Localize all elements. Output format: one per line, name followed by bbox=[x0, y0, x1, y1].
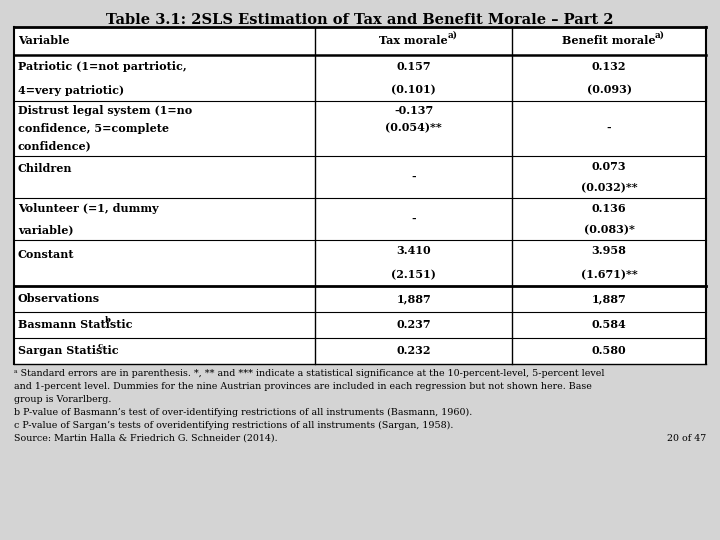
Text: 4=very patriotic): 4=very patriotic) bbox=[18, 84, 124, 96]
Text: Distrust legal system (1=no: Distrust legal system (1=no bbox=[18, 105, 192, 116]
Text: Variable: Variable bbox=[18, 36, 70, 46]
Text: c: c bbox=[98, 342, 103, 350]
Text: -: - bbox=[411, 172, 416, 183]
Text: 0.157: 0.157 bbox=[396, 60, 431, 71]
Text: (0.101): (0.101) bbox=[391, 84, 436, 96]
Text: Source: Martin Halla & Friedrich G. Schneider (2014).: Source: Martin Halla & Friedrich G. Schn… bbox=[14, 434, 278, 443]
Text: Observations: Observations bbox=[18, 294, 100, 305]
Text: 0.232: 0.232 bbox=[397, 346, 431, 356]
Text: Table 3.1: 2SLS Estimation of Tax and Benefit Morale – Part 2: Table 3.1: 2SLS Estimation of Tax and Be… bbox=[106, 13, 614, 27]
Text: 0.237: 0.237 bbox=[396, 320, 431, 330]
Text: 1,887: 1,887 bbox=[396, 294, 431, 305]
Text: (0.032)**: (0.032)** bbox=[581, 183, 637, 193]
Text: 0.580: 0.580 bbox=[592, 346, 626, 356]
Text: Benefit morale: Benefit morale bbox=[562, 36, 656, 46]
Text: -0.137: -0.137 bbox=[394, 105, 433, 116]
Text: a): a) bbox=[655, 30, 665, 39]
Text: (1.671)**: (1.671)** bbox=[581, 269, 637, 280]
Text: and 1-percent level. Dummies for the nine Austrian provinces are included in eac: and 1-percent level. Dummies for the nin… bbox=[14, 382, 592, 391]
Bar bbox=[14, 27, 706, 364]
Text: confidence, 5=complete: confidence, 5=complete bbox=[18, 123, 169, 133]
Text: (0.083)*: (0.083)* bbox=[584, 225, 634, 235]
Text: -: - bbox=[411, 213, 416, 225]
Text: Children: Children bbox=[18, 164, 73, 174]
Text: 3.958: 3.958 bbox=[592, 246, 626, 256]
Text: c P-value of Sargan’s tests of overidentifying restrictions of all instruments (: c P-value of Sargan’s tests of overident… bbox=[14, 421, 454, 430]
Text: b P-value of Basmann’s test of over-identifying restrictions of all instruments : b P-value of Basmann’s test of over-iden… bbox=[14, 408, 472, 417]
Text: Tax morale: Tax morale bbox=[379, 36, 448, 46]
Text: (0.054)**: (0.054)** bbox=[385, 123, 442, 133]
Text: -: - bbox=[607, 123, 611, 134]
Text: Sargan Statistic: Sargan Statistic bbox=[18, 346, 119, 356]
Text: 1,887: 1,887 bbox=[592, 294, 626, 305]
Text: variable): variable) bbox=[18, 225, 73, 235]
Text: 0.136: 0.136 bbox=[592, 202, 626, 213]
Text: 20 of 47: 20 of 47 bbox=[667, 434, 706, 443]
Text: 0.132: 0.132 bbox=[592, 60, 626, 71]
Text: 0.584: 0.584 bbox=[592, 320, 626, 330]
Text: Volunteer (=1, dummy: Volunteer (=1, dummy bbox=[18, 202, 158, 213]
Text: confidence): confidence) bbox=[18, 140, 91, 152]
Text: (2.151): (2.151) bbox=[391, 269, 436, 280]
Text: b: b bbox=[105, 316, 111, 324]
Text: group is Vorarlberg.: group is Vorarlberg. bbox=[14, 395, 112, 404]
Text: Basmann Statistic: Basmann Statistic bbox=[18, 320, 132, 330]
Text: ᵃ Standard errors are in parenthesis. *, ** and *** indicate a statistical signi: ᵃ Standard errors are in parenthesis. *,… bbox=[14, 369, 605, 378]
Text: 3.410: 3.410 bbox=[396, 246, 431, 256]
Text: a): a) bbox=[448, 30, 458, 39]
Text: Patriotic (1=not partriotic,: Patriotic (1=not partriotic, bbox=[18, 60, 186, 71]
Text: Constant: Constant bbox=[18, 249, 74, 260]
Text: 0.073: 0.073 bbox=[592, 160, 626, 172]
Text: (0.093): (0.093) bbox=[587, 84, 631, 96]
